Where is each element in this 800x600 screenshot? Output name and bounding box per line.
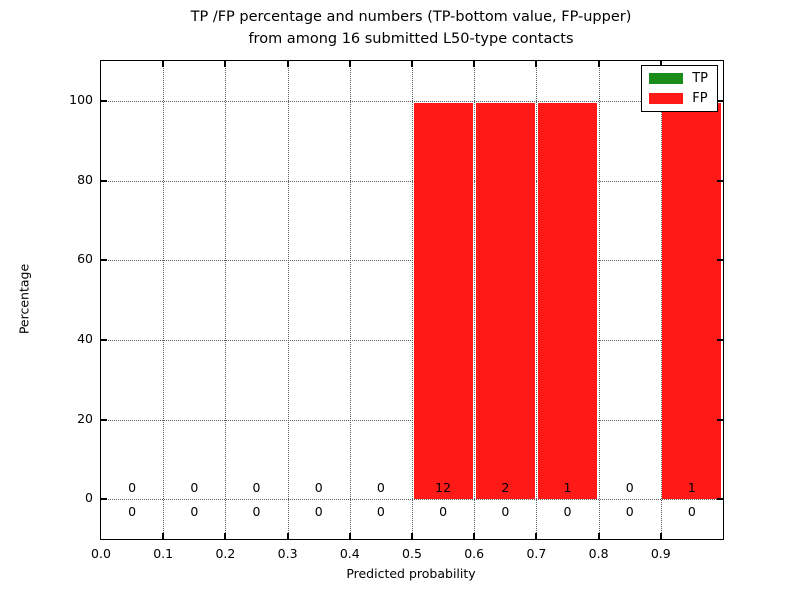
- x-tick-mark: [162, 533, 165, 539]
- x-tick-mark: [473, 533, 476, 539]
- tp-count-label: 0: [190, 504, 199, 520]
- fp-bar: [662, 102, 722, 500]
- x-tick-mark-top: [348, 61, 351, 67]
- gridline-vertical: [163, 61, 165, 539]
- gridline-horizontal: [101, 100, 723, 102]
- gridline-vertical: [536, 61, 538, 539]
- x-tick-mark: [224, 533, 227, 539]
- tp-count-label: 0: [501, 504, 510, 520]
- x-tick-mark: [286, 533, 289, 539]
- y-tick-mark-right: [717, 498, 723, 501]
- gridline-horizontal: [101, 419, 723, 421]
- x-tick-mark: [659, 533, 662, 539]
- gridline-vertical: [660, 61, 662, 539]
- x-tick-label: 0.1: [153, 546, 174, 561]
- tp-count-label: 0: [625, 504, 634, 520]
- x-tick-label: 0.3: [277, 546, 298, 561]
- x-tick-label: 0.4: [339, 546, 360, 561]
- fp-bar: [537, 102, 598, 500]
- gridline-vertical: [225, 61, 227, 539]
- x-tick-label: 0.8: [588, 546, 609, 561]
- chart-title: TP /FP percentage and numbers (TP-bottom…: [100, 7, 722, 51]
- legend-item-fp: FP: [649, 92, 708, 105]
- x-tick-mark-top: [659, 61, 662, 67]
- gridline-horizontal: [101, 180, 723, 182]
- tp-count-label: 0: [128, 504, 137, 520]
- fp-bar: [413, 102, 473, 500]
- fp-count-label: 0: [376, 480, 385, 496]
- y-tick-label: 60: [77, 251, 93, 267]
- x-tick-mark-top: [535, 61, 538, 67]
- y-tick-mark-right: [717, 179, 723, 182]
- tp-color-swatch: [649, 73, 684, 84]
- chart-title-line2: from among 16 submitted L50-type contact…: [248, 30, 574, 47]
- y-tick-mark: [101, 498, 107, 501]
- y-axis-label: Percentage: [16, 263, 32, 335]
- x-axis-label: Predicted probability: [346, 566, 476, 581]
- y-tick-mark: [101, 338, 107, 341]
- y-tick-mark-right: [717, 418, 723, 421]
- fp-count-label: 2: [501, 480, 510, 496]
- tp-count-label: 0: [687, 504, 696, 520]
- tp-count-label: 0: [376, 504, 385, 520]
- gridline-horizontal: [101, 260, 723, 262]
- y-tick-label: 40: [77, 330, 93, 346]
- x-tick-mark-top: [597, 61, 600, 67]
- gridline-vertical: [412, 61, 413, 539]
- tp-count-label: 0: [563, 504, 572, 520]
- y-tick-mark: [101, 418, 107, 421]
- y-tick-mark-right: [717, 338, 723, 341]
- fp-count-label: 0: [625, 480, 634, 496]
- x-tick-label: 0.6: [464, 546, 485, 561]
- chart-title-line1: TP /FP percentage and numbers (TP-bottom…: [190, 9, 632, 25]
- fp-count-label: 1: [563, 480, 572, 496]
- x-tick-label: 0.7: [526, 546, 547, 561]
- y-tick-label: 0: [85, 490, 93, 506]
- fp-bar: [475, 102, 535, 500]
- y-tick-mark-right: [717, 259, 723, 262]
- gridline-vertical: [598, 61, 600, 539]
- fp-count-label: 0: [314, 480, 323, 496]
- legend-item-tp: TP: [649, 72, 708, 85]
- gridline-horizontal: [101, 499, 723, 501]
- y-tick-label: 20: [77, 410, 93, 426]
- fp-color-swatch: [649, 93, 684, 104]
- tp-count-label: 0: [252, 504, 261, 520]
- x-tick-mark: [348, 533, 351, 539]
- legend: TP FP: [641, 65, 718, 112]
- x-tick-mark: [597, 533, 600, 539]
- gridline-horizontal: [101, 339, 723, 341]
- y-tick-mark: [101, 99, 107, 102]
- fp-count-label: 12: [435, 480, 452, 496]
- y-tick-mark: [101, 259, 107, 262]
- x-tick-label: 0.5: [402, 546, 422, 561]
- x-tick-label: 0.9: [650, 546, 671, 561]
- gridline-vertical: [287, 61, 289, 539]
- legend-label-tp: TP: [692, 71, 708, 86]
- y-tick-mark: [101, 179, 107, 182]
- x-tick-mark-top: [473, 61, 476, 67]
- y-tick-mark-right: [717, 99, 723, 102]
- y-tick-label: 80: [77, 171, 93, 187]
- x-tick-mark: [535, 533, 538, 539]
- x-tick-mark-top: [224, 61, 227, 67]
- tp-count-label: 0: [439, 504, 448, 520]
- tp-count-label: 0: [314, 504, 323, 520]
- y-tick-label: 100: [69, 91, 93, 107]
- fp-count-label: 0: [128, 480, 137, 496]
- x-tick-label: 0.2: [215, 546, 236, 561]
- plot-area: TP FP 0 0 0 0 0 12 2 1 0 1 0 0 0 0 0 0 0 0 0 0 0.0 0.1 0.2 0.3 0…: [69, 60, 724, 561]
- legend-label-fp: FP: [692, 91, 708, 106]
- fp-count-label: 0: [190, 480, 199, 496]
- x-tick-mark: [411, 533, 413, 539]
- x-tick-label: 0.0: [91, 546, 111, 561]
- gridline-vertical: [349, 61, 351, 539]
- x-tick-mark-top: [162, 61, 165, 67]
- gridline-vertical: [474, 61, 476, 539]
- x-tick-mark-top: [411, 61, 413, 67]
- fp-count-label: 0: [252, 480, 261, 496]
- x-tick-mark-top: [286, 61, 289, 67]
- fp-count-label: 1: [687, 480, 696, 496]
